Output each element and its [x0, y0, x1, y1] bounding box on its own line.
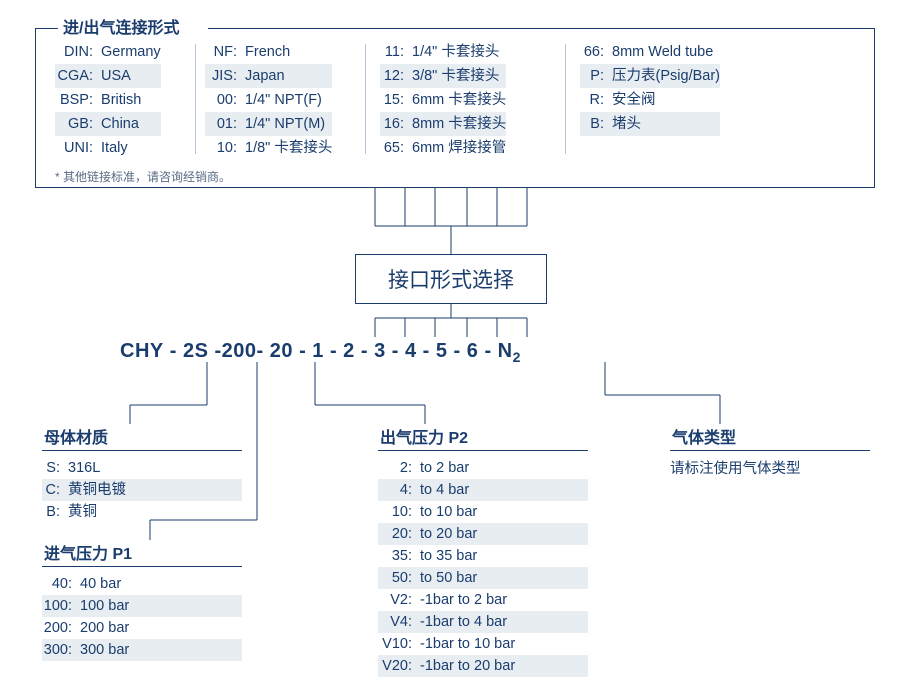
- connector-row: 00: 1/4" NPT(F): [205, 88, 332, 112]
- option-row: 200: 200 bar: [42, 617, 242, 639]
- top-section-title: 进/出气连接形式: [63, 14, 179, 38]
- option-row: 2: to 2 bar: [378, 457, 588, 479]
- connector-row: 16: 8mm 卡套接头: [380, 112, 506, 136]
- connector-row: 15: 6mm 卡套接头: [380, 88, 506, 112]
- connector-row: GB: China: [55, 112, 161, 136]
- column-separator: [565, 44, 566, 154]
- section-material: 母体材质 S: 316LC: 黄铜电镀B: 黄铜: [42, 424, 242, 523]
- section-title: 出气压力 P2: [378, 424, 588, 451]
- option-row: 10: to 10 bar: [378, 501, 588, 523]
- connector-col-3: 66: 8mm Weld tubeP: 压力表(Psig/Bar)R: 安全阀B…: [580, 40, 720, 136]
- connector-row: B: 堵头: [580, 112, 720, 136]
- model-code-string: CHY - 2S -200- 20 - 1 - 2 - 3 - 4 - 5 - …: [120, 340, 521, 365]
- option-row: 300: 300 bar: [42, 639, 242, 661]
- option-row: V4: -1bar to 4 bar: [378, 611, 588, 633]
- connector-row: 10: 1/8" 卡套接头: [205, 136, 332, 160]
- section-note: 请标注使用气体类型: [670, 457, 870, 478]
- connector-row: NF: French: [205, 40, 332, 64]
- section-p2: 出气压力 P2 2: to 2 bar4: to 4 bar10: to 10 b…: [378, 424, 588, 677]
- option-row: V10: -1bar to 10 bar: [378, 633, 588, 655]
- section-p1: 进气压力 P1 40: 40 bar100: 100 bar200: 200 ba…: [42, 540, 242, 661]
- option-row: 50: to 50 bar: [378, 567, 588, 589]
- option-row: C: 黄铜电镀: [42, 479, 242, 501]
- section-gas: 气体类型请标注使用气体类型: [670, 424, 870, 478]
- option-row: V20: -1bar to 20 bar: [378, 655, 588, 677]
- connector-row: P: 压力表(Psig/Bar): [580, 64, 720, 88]
- column-separator: [195, 44, 196, 154]
- option-row: 4: to 4 bar: [378, 479, 588, 501]
- connector-row: JIS: Japan: [205, 64, 332, 88]
- column-separator: [365, 44, 366, 154]
- option-row: 100: 100 bar: [42, 595, 242, 617]
- option-row: B: 黄铜: [42, 501, 242, 523]
- connector-row: R: 安全阀: [580, 88, 720, 112]
- option-row: S: 316L: [42, 457, 242, 479]
- connector-row: 66: 8mm Weld tube: [580, 40, 720, 64]
- connector-row: UNI: Italy: [55, 136, 161, 160]
- option-row: 35: to 35 bar: [378, 545, 588, 567]
- option-row: 40: 40 bar: [42, 573, 242, 595]
- connector-col-1: NF: FrenchJIS: Japan00: 1/4" NPT(F)01: 1…: [205, 40, 332, 160]
- footnote: * 其他链接标准，请咨询经销商。: [55, 168, 231, 185]
- connector-row: 65: 6mm 焊接接管: [380, 136, 506, 160]
- connector-row: DIN: Germany: [55, 40, 161, 64]
- option-row: 20: to 20 bar: [378, 523, 588, 545]
- connector-row: 12: 3/8" 卡套接头: [380, 64, 506, 88]
- section-title: 母体材质: [42, 424, 242, 451]
- section-title: 进气压力 P1: [42, 540, 242, 567]
- connector-row: 11: 1/4" 卡套接头: [380, 40, 506, 64]
- section-title: 气体类型: [670, 424, 870, 451]
- option-row: V2: -1bar to 2 bar: [378, 589, 588, 611]
- connector-row: BSP: British: [55, 88, 161, 112]
- connector-row: 01: 1/4" NPT(M): [205, 112, 332, 136]
- connector-row: CGA: USA: [55, 64, 161, 88]
- interface-select-box: 接口形式选择: [355, 254, 547, 304]
- connector-col-0: DIN: GermanyCGA: USABSP: BritishGB: Chin…: [55, 40, 161, 160]
- connector-col-2: 11: 1/4" 卡套接头12: 3/8" 卡套接头15: 6mm 卡套接头16…: [380, 40, 506, 160]
